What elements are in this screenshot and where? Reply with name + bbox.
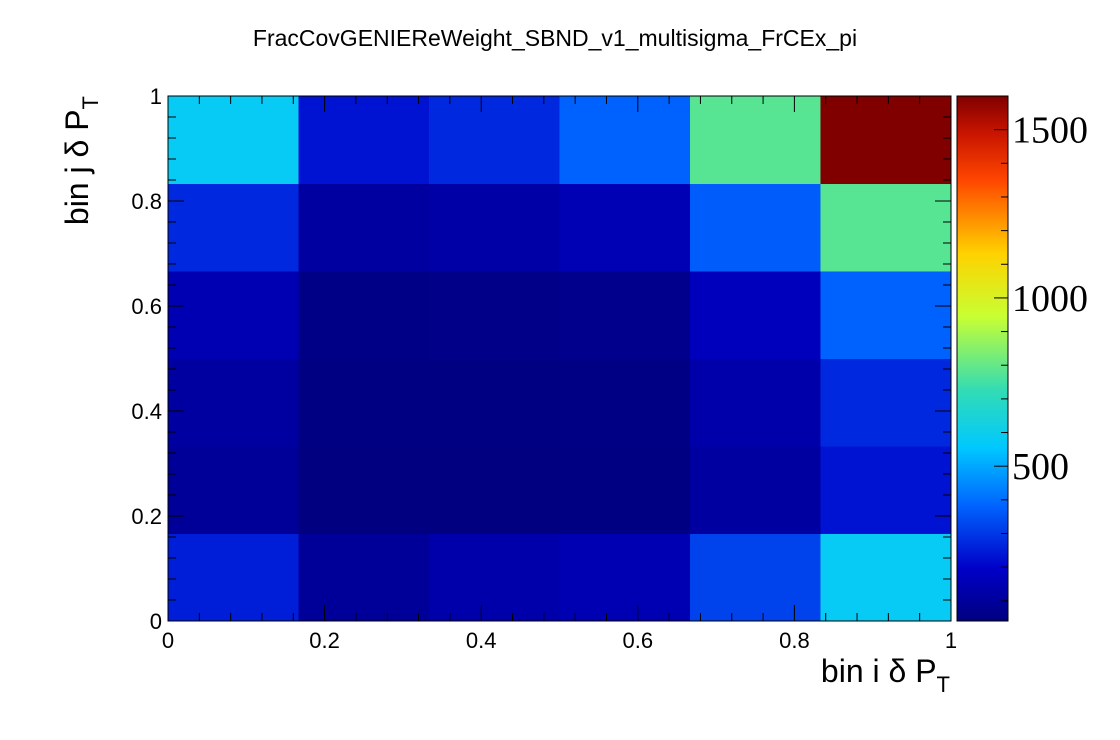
heatmap-cell-r4-c5 <box>820 183 952 272</box>
heatmap-cell-r3-c4 <box>690 270 821 359</box>
x-axis-title-main: bin i δ P <box>821 653 937 689</box>
heatmap-cell-r4-c0 <box>168 183 300 272</box>
x-tick-label: 0.8 <box>779 628 810 653</box>
y-tick-label: 0.8 <box>131 189 162 214</box>
x-tick-label: 0.4 <box>466 628 497 653</box>
heatmap-cell-r2-c2 <box>428 358 560 447</box>
heatmap-cell-r3-c2 <box>428 270 560 359</box>
heatmap-cell-r2-c3 <box>559 358 691 447</box>
y-tick-label: 0.4 <box>131 399 162 424</box>
heatmap-cell-r0-c2 <box>428 533 560 622</box>
x-axis-title: bin i δ PT <box>821 653 950 697</box>
heatmap-cell-r2-c1 <box>298 358 430 447</box>
heatmap-cell-r5-c2 <box>428 96 560 185</box>
heatmap-cell-r3-c5 <box>820 270 952 359</box>
y-axis-title-subscript: T <box>78 96 103 109</box>
y-axis-title: bin j δ PT <box>59 96 103 225</box>
chart-title: FracCovGENIEReWeight_SBND_v1_multisigma_… <box>253 25 857 51</box>
color-bar-tick-label: 500 <box>1012 446 1069 488</box>
heatmap-cell-r4-c2 <box>428 183 560 272</box>
x-tick-label: 0.2 <box>309 628 340 653</box>
heatmap-cell-r2-c5 <box>820 358 952 447</box>
heatmap-cell-r0-c3 <box>559 533 691 622</box>
color-bar-ticks: 500 1000 1500 <box>994 110 1088 602</box>
heatmap-cell-r4-c3 <box>559 183 691 272</box>
x-axis-title-subscript: T <box>937 672 950 697</box>
x-tick-label: 0.6 <box>623 628 654 653</box>
heatmap-cell-r1-c5 <box>820 446 952 534</box>
heatmap-cells <box>168 96 952 622</box>
heatmap-cell-r5-c3 <box>559 96 691 185</box>
heatmap-cell-r0-c1 <box>298 533 430 622</box>
heatmap-cell-r5-c4 <box>690 96 821 185</box>
y-tick-label: 0.6 <box>131 294 162 319</box>
y-tick-label: 0.2 <box>131 504 162 529</box>
heatmap-cell-r1-c0 <box>168 446 300 534</box>
heatmap-cell-r3-c3 <box>559 270 691 359</box>
heatmap-cell-r0-c5 <box>820 533 952 622</box>
heatmap-cell-r1-c4 <box>690 446 821 534</box>
heatmap-cell-r2-c4 <box>690 358 821 447</box>
heatmap-cell-r4-c4 <box>690 183 821 272</box>
heatmap-cell-r1-c3 <box>559 446 691 534</box>
y-axis-title-main: bin j δ P <box>59 109 95 225</box>
axis-ticks <box>167 95 952 622</box>
y-tick-label: 0 <box>150 609 162 634</box>
color-bar-tick-label: 1000 <box>1012 278 1088 320</box>
heatmap-cell-r3-c0 <box>168 270 300 359</box>
x-tick-label: 0 <box>162 628 174 653</box>
plot-frame <box>167 95 952 622</box>
y-tick-label: 1 <box>150 84 162 109</box>
x-tick-labels: 0 0.2 0.4 0.6 0.8 1 <box>162 628 957 653</box>
x-tick-label: 1 <box>945 628 957 653</box>
y-tick-labels: 0 0.2 0.4 0.6 0.8 1 <box>131 84 162 634</box>
heatmap-cell-r2-c0 <box>168 358 300 447</box>
heatmap-cell-r5-c0 <box>168 96 300 185</box>
color-bar-tick-label: 1500 <box>1012 110 1088 152</box>
heatmap-cell-r1-c2 <box>428 446 560 534</box>
heatmap-cell-r5-c1 <box>298 96 430 185</box>
heatmap-cell-r0-c4 <box>690 533 821 622</box>
color-bar <box>956 95 1009 622</box>
heatmap-cell-r4-c1 <box>298 183 430 272</box>
heatmap-cell-r5-c5 <box>820 96 952 185</box>
heatmap-cell-r3-c1 <box>298 270 430 359</box>
heatmap-cell-r1-c1 <box>298 446 430 534</box>
heatmap-cell-r0-c0 <box>168 533 300 622</box>
